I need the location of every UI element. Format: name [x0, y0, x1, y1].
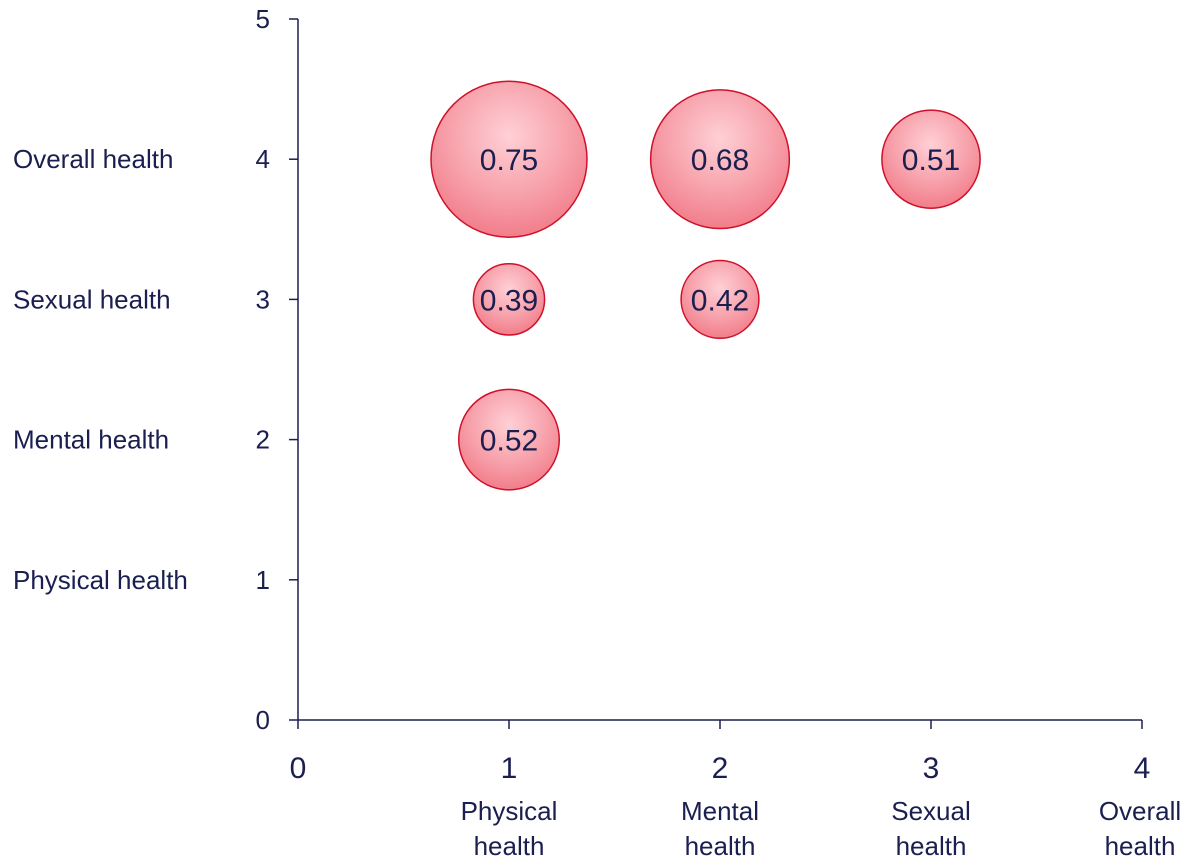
- bubble: [649, 89, 791, 230]
- x-category-label: Sexual: [891, 796, 971, 826]
- y-tick-label: 1: [256, 565, 270, 595]
- y-category-label: Mental health: [13, 425, 169, 455]
- labels: 0 1 2 3 4 5 0 1 2 3 4 Overall health Sexual health Me…: [13, 4, 1181, 861]
- bubble: [472, 263, 546, 336]
- x-category-label: health: [474, 831, 545, 861]
- x-category-label: health: [685, 831, 756, 861]
- bubble-value-label: 0.68: [691, 144, 749, 177]
- y-tick-label: 3: [256, 284, 270, 314]
- x-category-label: Mental: [681, 796, 759, 826]
- x-tick-label: 3: [923, 752, 940, 785]
- y-category-label: Physical health: [13, 565, 188, 595]
- bubble-value-label: 0.51: [902, 144, 960, 177]
- y-category-label: Sexual health: [13, 284, 171, 314]
- y-category-label: Overall health: [13, 144, 173, 174]
- y-tick-label: 0: [256, 705, 270, 735]
- bubble-value-label: 0.39: [480, 284, 538, 317]
- x-tick-label: 4: [1134, 752, 1151, 785]
- bubble: [430, 80, 588, 238]
- bubble: [680, 259, 760, 340]
- bubbles: [430, 80, 981, 491]
- bubble-value-label: 0.75: [480, 144, 538, 177]
- bubble-value-label: 0.52: [480, 425, 538, 458]
- x-tick-label: 1: [501, 752, 518, 785]
- bubble-value-label: 0.42: [691, 284, 749, 317]
- bubble: [457, 388, 561, 491]
- x-category-label: Overall: [1099, 796, 1181, 826]
- x-category-label: health: [1105, 831, 1176, 861]
- y-tick-label: 4: [256, 144, 270, 174]
- bubble: [881, 109, 981, 210]
- x-category-label: Physical: [461, 796, 558, 826]
- y-tick-label: 2: [256, 425, 270, 455]
- y-tick-label: 5: [256, 4, 270, 34]
- axes: [289, 18, 1143, 729]
- x-tick-label: 0: [290, 752, 307, 785]
- x-category-label: health: [896, 831, 967, 861]
- x-tick-label: 2: [712, 752, 729, 785]
